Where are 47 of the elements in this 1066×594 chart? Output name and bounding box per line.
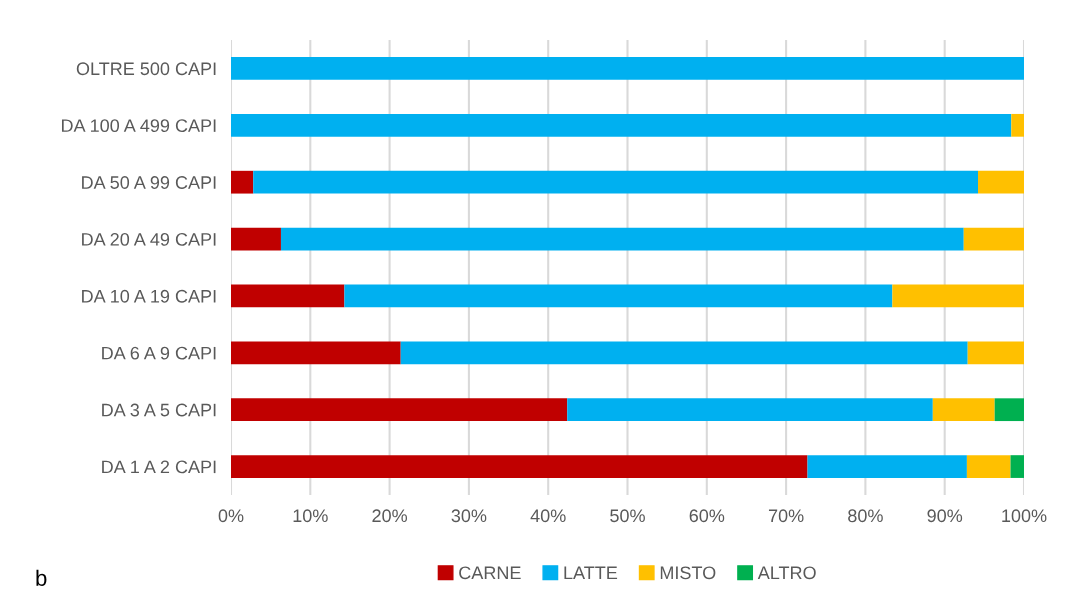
legend-label: ALTRO [757,566,816,580]
bar [231,170,254,194]
bar [400,341,968,365]
bar [967,341,1024,365]
x-tick-label: 90% [927,509,963,523]
bar [966,455,1011,478]
legend-label: LATTE [564,566,618,580]
y-tick-label: OLTRE 500 CAPI [76,62,216,76]
x-tick-label: 30% [451,509,487,523]
bar [231,57,1024,80]
y-tick-label: DA 100 A 499 CAPI [61,119,216,133]
x-tick-label: 100% [1002,509,1047,523]
bar [932,398,995,422]
x-tick-label: 40% [530,509,566,523]
bar [807,455,967,478]
bar [344,284,893,308]
bar [231,113,1012,137]
bar [231,455,808,478]
y-tick-label: DA 1 A 2 CAPI [102,460,216,474]
x-tick-label: 70% [768,509,804,523]
bar [253,170,979,194]
bar [567,398,933,422]
bar [892,284,1024,308]
y-tick-label: DA 20 A 49 CAPI [82,233,216,246]
bar [231,398,568,422]
y-tick-label: DA 50 A 99 CAPI [82,176,216,189]
bar [280,227,964,251]
x-tick-label: 0% [218,509,244,523]
legend-label: MISTO [660,566,716,580]
x-tick-label: 10% [293,509,328,523]
bar [231,227,281,251]
y-tick-label: DA 6 A 9 CAPI [102,346,216,360]
bar [963,227,1024,251]
x-tick-label: 20% [372,509,408,523]
bar [994,398,1024,422]
bar [1011,113,1024,137]
bar [231,341,401,365]
text: b [36,569,47,586]
x-tick-label: 50% [610,509,645,523]
x-tick-label: 60% [689,509,725,523]
y-tick-label: DA 10 A 19 CAPI [82,289,216,303]
legend-label: CARNE [459,566,521,580]
bar [231,284,345,308]
bar [1010,455,1024,478]
x-tick-label: 80% [848,509,883,523]
bar [978,170,1024,194]
y-tick-label: DA 3 A 5 CAPI [102,403,216,417]
